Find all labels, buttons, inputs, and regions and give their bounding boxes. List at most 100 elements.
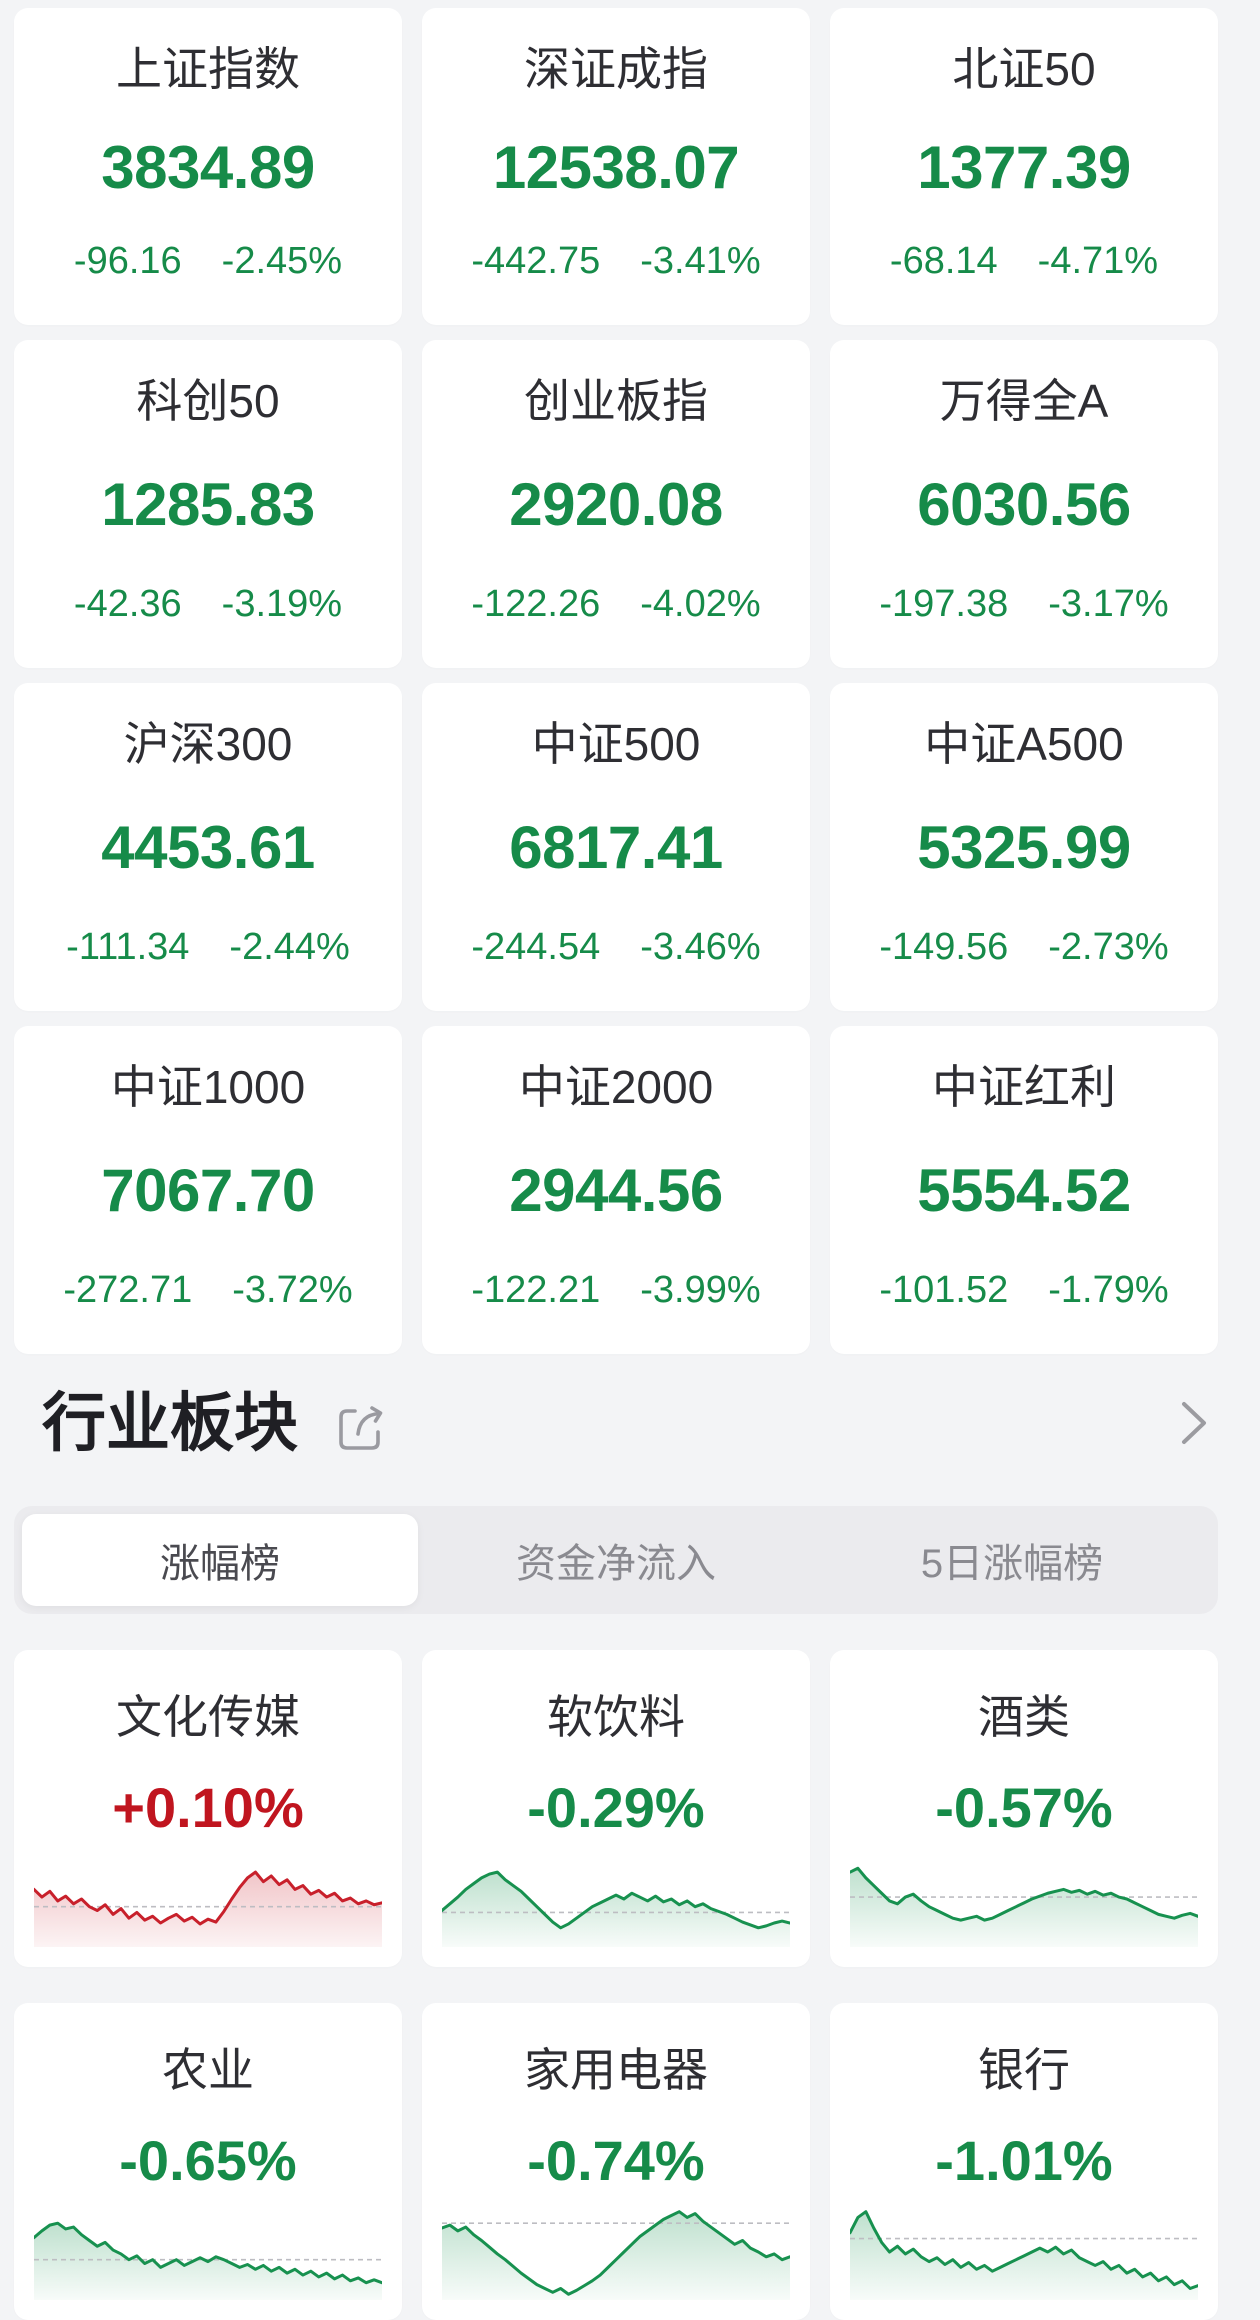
sector-card[interactable]: 家用电器 -0.74% — [422, 2003, 810, 2320]
share-icon[interactable] — [334, 1401, 388, 1455]
sector-card[interactable]: 农业 -0.65% — [14, 2003, 402, 2320]
index-change-row: -111.34 -2.44% — [66, 925, 350, 969]
index-name: 万得全A — [939, 375, 1109, 427]
sector-sparkline — [34, 2204, 382, 2300]
index-value: 4453.61 — [101, 814, 315, 881]
index-change: -101.52 — [879, 1269, 1009, 1311]
index-value: 1285.83 — [101, 471, 315, 538]
sector-sparkline — [34, 1851, 382, 1947]
index-name: 深证成指 — [524, 43, 708, 95]
index-value: 6817.41 — [509, 814, 723, 881]
index-change-pct: -3.99% — [640, 1269, 761, 1311]
sector-sparkline-wrap — [850, 2204, 1198, 2300]
index-card[interactable]: 创业板指 2920.08 -122.26 -4.02% — [422, 340, 810, 668]
index-change-row: -101.52 -1.79% — [879, 1268, 1168, 1312]
tab-label: 资金净流入 — [516, 1542, 716, 1586]
chevron-right-icon[interactable] — [1174, 1396, 1212, 1450]
tab-1[interactable]: 资金净流入 — [418, 1514, 814, 1606]
index-name: 中证2000 — [518, 1061, 714, 1113]
index-change-pct: -3.72% — [232, 1269, 353, 1311]
index-change: -244.54 — [471, 926, 601, 968]
index-name: 北证50 — [952, 43, 1096, 95]
sector-name: 文化传媒 — [116, 1691, 300, 1743]
index-value: 12538.07 — [492, 133, 740, 201]
index-change-pct: -3.46% — [640, 926, 761, 968]
tab-label: 5日涨幅榜 — [920, 1542, 1104, 1586]
sector-card[interactable]: 软饮料 -0.29% — [422, 1650, 810, 1967]
sector-sparkline-wrap — [442, 1851, 790, 1947]
index-value: 2944.56 — [509, 1157, 723, 1224]
index-change-row: -272.71 -3.72% — [63, 1268, 352, 1312]
sector-name: 农业 — [162, 2044, 254, 2096]
index-card[interactable]: 万得全A 6030.56 -197.38 -3.17% — [830, 340, 1218, 668]
index-change-row: -96.16 -2.45% — [74, 239, 342, 283]
index-name: 创业板指 — [524, 375, 708, 427]
index-card[interactable]: 中证A500 5325.99 -149.56 -2.73% — [830, 683, 1218, 1011]
index-name: 中证1000 — [110, 1061, 306, 1113]
index-value: 5554.52 — [917, 1157, 1131, 1224]
index-card[interactable]: 中证500 6817.41 -244.54 -3.46% — [422, 683, 810, 1011]
sector-name: 酒类 — [978, 1691, 1070, 1743]
sector-sparkline — [850, 2204, 1198, 2300]
index-change-pct: -4.02% — [640, 583, 761, 625]
index-change: -122.26 — [471, 583, 601, 625]
index-card[interactable]: 沪深300 4453.61 -111.34 -2.44% — [14, 683, 402, 1011]
index-name: 中证A500 — [924, 718, 1124, 770]
sector-sparkline — [442, 1851, 790, 1947]
index-name: 沪深300 — [123, 718, 293, 770]
index-change-pct: -3.17% — [1048, 583, 1169, 625]
tab-label: 涨幅榜 — [160, 1542, 280, 1586]
index-change-pct: -2.73% — [1048, 926, 1169, 968]
sector-name: 家用电器 — [524, 2044, 708, 2096]
index-change: -96.16 — [73, 240, 182, 282]
index-change: -42.36 — [73, 583, 182, 625]
section-header: 行业板块 — [14, 1382, 1218, 1464]
index-change-row: -244.54 -3.46% — [471, 925, 760, 969]
index-change: -122.21 — [471, 1269, 601, 1311]
index-card[interactable]: 中证红利 5554.52 -101.52 -1.79% — [830, 1026, 1218, 1354]
sector-card[interactable]: 文化传媒 +0.10% — [14, 1650, 402, 1967]
sector-name: 银行 — [978, 2044, 1070, 2096]
sector-sparkline-wrap — [34, 1851, 382, 1947]
index-card[interactable]: 科创50 1285.83 -42.36 -3.19% — [14, 340, 402, 668]
sector-sparkline-wrap — [34, 2204, 382, 2300]
index-change-pct: -2.44% — [229, 926, 350, 968]
index-change-row: -68.14 -4.71% — [890, 239, 1158, 283]
index-value: 5325.99 — [917, 814, 1131, 881]
section-title: 行业板块 — [42, 1387, 298, 1459]
index-change-row: -42.36 -3.19% — [74, 582, 342, 626]
index-name: 中证500 — [531, 718, 701, 770]
index-name: 科创50 — [136, 375, 280, 427]
sector-card[interactable]: 酒类 -0.57% — [830, 1650, 1218, 1967]
sector-grid: 文化传媒 +0.10% 软饮料 -0.29% 酒类 -0.57% 农业 -0.6… — [14, 1650, 1218, 2320]
index-card[interactable]: 中证2000 2944.56 -122.21 -3.99% — [422, 1026, 810, 1354]
tab-2[interactable]: 5日涨幅榜 — [814, 1514, 1210, 1606]
index-change: -68.14 — [889, 240, 998, 282]
sector-change-pct: -0.74% — [527, 2129, 705, 2192]
sector-sparkline — [442, 2204, 790, 2300]
index-card[interactable]: 中证1000 7067.70 -272.71 -3.72% — [14, 1026, 402, 1354]
index-change: -149.56 — [879, 926, 1009, 968]
sector-name: 软饮料 — [547, 1691, 685, 1743]
index-card[interactable]: 上证指数 3834.89 -96.16 -2.45% — [14, 8, 402, 325]
sector-card[interactable]: 银行 -1.01% — [830, 2003, 1218, 2320]
index-change-row: -122.21 -3.99% — [471, 1268, 760, 1312]
index-value: 7067.70 — [101, 1157, 315, 1224]
index-change: -442.75 — [471, 240, 601, 282]
index-change: -197.38 — [879, 583, 1009, 625]
tab-0[interactable]: 涨幅榜 — [22, 1514, 418, 1606]
sector-change-pct: +0.10% — [112, 1776, 304, 1839]
index-value: 6030.56 — [917, 471, 1131, 538]
index-name: 上证指数 — [116, 43, 300, 95]
index-value: 1377.39 — [917, 133, 1131, 201]
sector-sparkline-wrap — [442, 2204, 790, 2300]
index-card[interactable]: 北证50 1377.39 -68.14 -4.71% — [830, 8, 1218, 325]
index-change-row: -197.38 -3.17% — [879, 582, 1168, 626]
index-change-row: -122.26 -4.02% — [471, 582, 760, 626]
section-title-group: 行业板块 — [42, 1382, 388, 1464]
index-change: -111.34 — [66, 926, 190, 968]
sector-change-pct: -1.01% — [935, 2129, 1113, 2192]
index-card[interactable]: 深证成指 12538.07 -442.75 -3.41% — [422, 8, 810, 325]
sector-change-pct: -0.29% — [527, 1776, 705, 1839]
